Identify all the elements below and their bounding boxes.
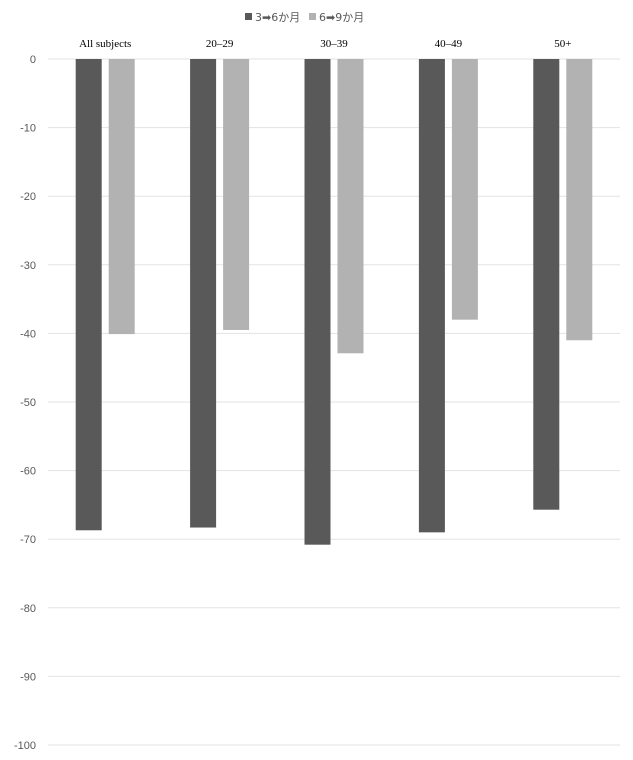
gridlines [48,58,620,746]
bar-2 [108,59,135,335]
bar-2 [451,59,478,320]
legend-swatch [245,13,252,20]
y-tick-label: -20 [20,191,36,203]
bar-1 [304,59,331,545]
y-tick-label: -50 [20,397,36,409]
category-label: 40–49 [435,38,463,50]
category-labels: All subjects 20–29 30–39 40–49 50+ [79,38,571,50]
bar-1 [533,59,560,510]
y-tick-label: -30 [20,260,36,272]
y-tick-label: -40 [20,328,36,340]
legend-swatch [309,13,316,20]
category-label: All subjects [79,38,131,50]
y-axis-ticks: 0 -10 -20 -30 -40 -50 -60 -70 -80 -90 -100 [14,54,36,752]
legend: 3➡6か月 6➡9か月 [245,11,364,24]
bar-2 [337,59,364,354]
y-tick-label: -90 [20,671,36,683]
bar-1 [418,59,445,533]
bar-2 [566,59,593,341]
bars [75,59,593,545]
y-tick-label: -60 [20,466,36,478]
legend-label: 6➡9か月 [319,11,364,24]
y-tick-label: -10 [20,123,36,135]
category-label: 50+ [554,38,571,50]
y-tick-label: 0 [30,54,36,66]
category-label: 30–39 [320,38,348,50]
category-label: 20–29 [206,38,234,50]
y-tick-label: -70 [20,534,36,546]
y-tick-label: -80 [20,603,36,615]
y-tick-label: -100 [14,740,36,752]
bar-1 [75,59,102,531]
legend-label: 3➡6か月 [255,11,300,24]
bar-1 [190,59,217,528]
bar-2 [223,59,250,330]
